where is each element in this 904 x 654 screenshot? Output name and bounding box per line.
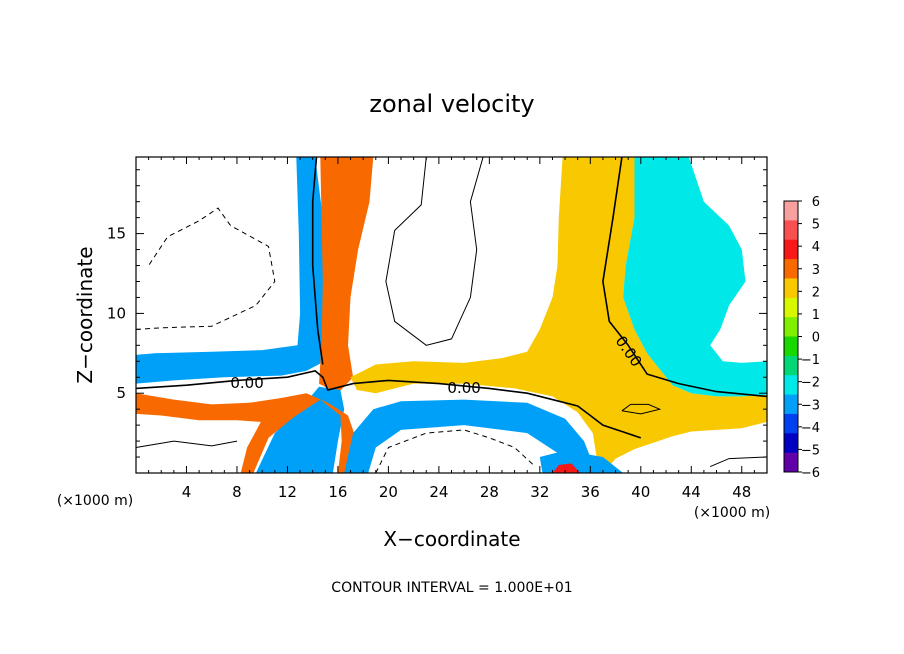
x-tick-label: 36 [581,483,600,501]
colorbar-swatch [784,394,798,415]
x-tick-label: 8 [232,483,242,501]
x-unit-right: (×1000 m) [694,505,770,521]
region-pos-blob-bottom [552,463,581,473]
contour-label: 0.00 [230,374,263,392]
colorbar-swatch [784,220,798,241]
colorbar-label: 1 [812,308,820,323]
x-tick-label: 4 [182,483,192,501]
contour-line [311,156,324,365]
colorbar-label: −2 [801,376,820,391]
colorbar-swatch [784,317,798,337]
colorbar-label: 5 [812,218,820,233]
region-neg-lower-mid [344,399,597,473]
colorbar-label: 4 [812,240,820,255]
colorbar-swatch [784,297,798,318]
colorbar-swatch [784,355,798,376]
x-tick-label: 32 [530,483,549,501]
x-tick-label: 12 [278,483,297,501]
colorbar-swatch [784,452,798,473]
region-neg-plume-right [623,157,767,397]
y-axis-label: Z−coordinate [73,246,97,383]
region-pos-lower-band [136,393,366,473]
colorbar-label: 3 [812,263,820,278]
colorbar-swatch [784,336,798,357]
colorbar-label: −3 [801,398,820,413]
colorbar-label: −5 [801,443,820,458]
x-tick-label: 40 [631,483,650,501]
contour-line [375,429,534,474]
contour-line [385,156,484,346]
chart-title: zonal velocity [369,90,534,118]
contour-line [710,456,768,468]
contour-lines [135,156,768,474]
colorbar: 6 5 4 3 2 1 0 −1 −2 −3 −4 −5 −6 [783,195,820,481]
colorbar-label: −6 [801,466,820,481]
region-pos-plume-left [319,157,374,394]
colorbar-label: 6 [812,195,820,210]
colorbar-label: −4 [801,421,820,436]
x-tick-label: 24 [429,483,448,501]
colorbar-swatch [784,413,798,434]
region-neg-plume-left [136,157,326,384]
colorbar-swatch [784,375,798,396]
x-tick-label: 16 [328,483,347,501]
y-tick-label: 10 [107,304,126,322]
x-tick-label: 48 [732,483,751,501]
region-neg-lower-left [255,386,345,473]
colorbar-swatch [784,259,798,279]
x-tick-label: 44 [682,483,701,501]
contour-line [135,370,642,439]
contour-line [621,403,662,415]
x-axis-label: X−coordinate [383,527,520,551]
colorbar-label: −1 [801,353,820,368]
colorbar-swatch [784,433,798,454]
velocity-field [136,157,767,473]
region-pos-central-band [350,157,767,473]
y-tick-label: 5 [116,384,126,402]
contour-label: 0.00 [447,379,480,397]
colorbar-label: 0 [812,331,820,346]
colorbar-label: 2 [812,285,820,300]
colorbar-swatch [784,239,798,260]
colorbar-swatch [784,278,798,299]
contour-line [135,207,276,330]
x-tick-label: 20 [379,483,398,501]
colorbar-swatch [784,201,798,221]
contour-interval-note: CONTOUR INTERVAL = 1.000E+01 [331,580,572,596]
contour-line [602,156,768,398]
y-tick-label: 15 [107,225,126,243]
x-tick-label: 28 [480,483,499,501]
x-unit-left: (×1000 m) [57,493,133,509]
contour-line [135,440,238,448]
